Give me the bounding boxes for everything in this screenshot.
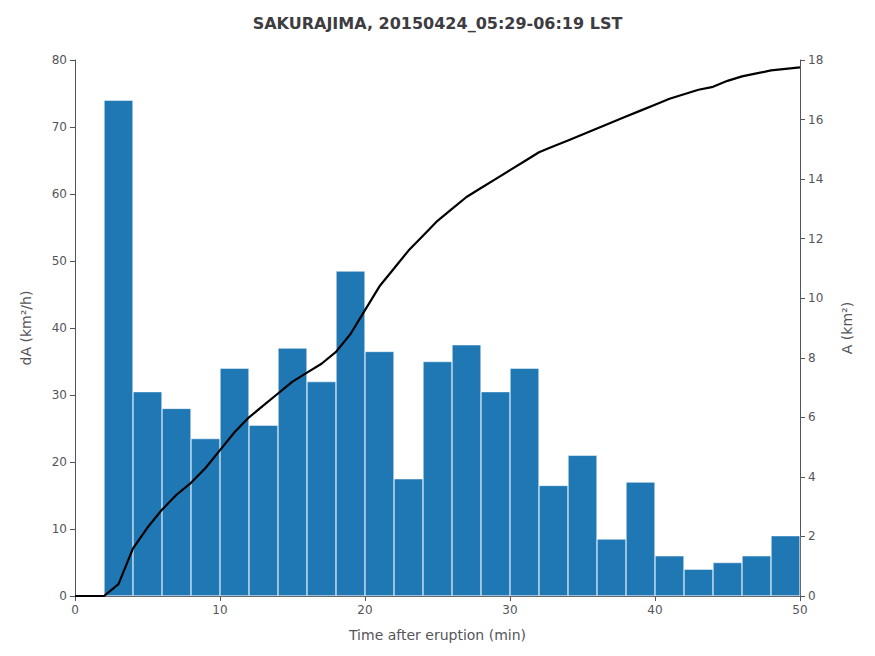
svg-text:10: 10 [212,603,227,617]
svg-text:8: 8 [808,351,816,365]
svg-text:20: 20 [52,455,67,469]
svg-text:6: 6 [808,410,816,424]
svg-text:30: 30 [52,388,67,402]
svg-text:14: 14 [808,172,823,186]
svg-text:20: 20 [357,603,372,617]
svg-text:18: 18 [808,53,823,67]
svg-text:16: 16 [808,113,823,127]
svg-text:0: 0 [808,589,816,603]
svg-text:30: 30 [502,603,517,617]
svg-text:60: 60 [52,187,67,201]
svg-text:40: 40 [52,321,67,335]
svg-text:12: 12 [808,232,823,246]
svg-text:70: 70 [52,120,67,134]
svg-text:0: 0 [59,589,67,603]
svg-text:0: 0 [71,603,79,617]
svg-text:Time after eruption (min): Time after eruption (min) [348,627,526,643]
svg-text:SAKURAJIMA, 20150424_05:29-06:: SAKURAJIMA, 20150424_05:29-06:19 LST [253,14,623,33]
svg-text:4: 4 [808,470,816,484]
svg-text:80: 80 [52,53,67,67]
svg-text:40: 40 [647,603,662,617]
svg-text:10: 10 [52,522,67,536]
svg-text:50: 50 [792,603,807,617]
svg-text:10: 10 [808,291,823,305]
svg-text:A (km²): A (km²) [839,302,855,354]
svg-text:2: 2 [808,529,816,543]
svg-text:50: 50 [52,254,67,268]
svg-text:dA (km²/h): dA (km²/h) [18,291,34,366]
